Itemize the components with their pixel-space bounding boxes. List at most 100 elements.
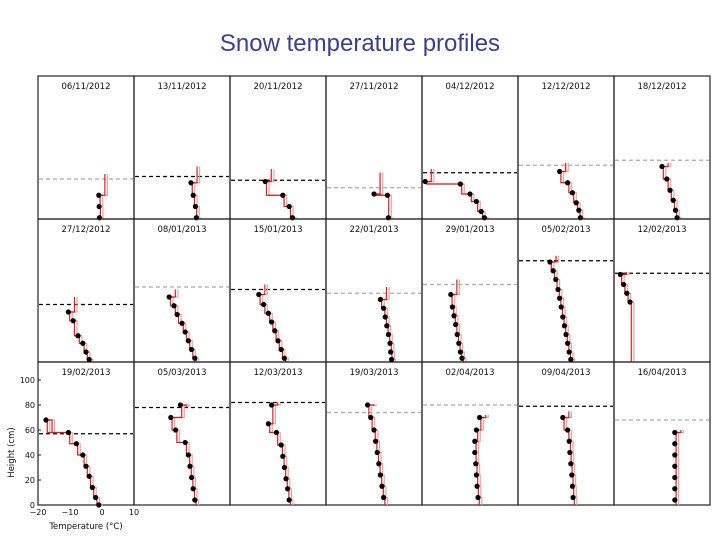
observed-point bbox=[373, 438, 379, 444]
panel: 12/03/2013 bbox=[229, 361, 327, 506]
panel: 12/12/2012 bbox=[517, 75, 615, 221]
observed-point bbox=[377, 472, 383, 478]
observed-point bbox=[459, 355, 465, 361]
panel: 27/12/2012 bbox=[37, 218, 135, 363]
observed-point bbox=[379, 483, 385, 489]
observed-point bbox=[451, 313, 457, 319]
observed-point bbox=[286, 203, 292, 210]
panel-frame bbox=[133, 218, 231, 363]
observed-point bbox=[667, 187, 673, 193]
observed-point bbox=[96, 502, 102, 508]
panel-frame bbox=[613, 75, 711, 220]
observed-point bbox=[473, 198, 479, 205]
observed-point bbox=[286, 497, 292, 503]
panel-frame bbox=[421, 218, 519, 363]
observed-point bbox=[261, 301, 267, 308]
observed-point bbox=[561, 323, 568, 329]
observed-point bbox=[256, 291, 262, 298]
sim-profile-line-2 bbox=[454, 279, 467, 362]
observed-point bbox=[192, 497, 198, 503]
observed-point bbox=[265, 310, 271, 316]
observed-point bbox=[168, 414, 174, 421]
observed-point bbox=[474, 483, 480, 489]
panel: 13/11/2012 bbox=[133, 75, 231, 221]
observed-point bbox=[670, 197, 676, 203]
observed-point bbox=[185, 338, 191, 344]
panel-date-label: 20/11/2012 bbox=[254, 82, 303, 92]
observed-point bbox=[422, 178, 428, 185]
observed-point bbox=[672, 207, 679, 213]
panel-frame bbox=[325, 218, 423, 363]
observed-point bbox=[472, 449, 478, 456]
sim-profile-line-2 bbox=[678, 430, 685, 505]
observed-point bbox=[374, 449, 380, 456]
y-axis-label: Height (cm) bbox=[7, 427, 17, 477]
panel-frame bbox=[517, 361, 615, 506]
observed-point bbox=[453, 321, 459, 328]
observed-point bbox=[86, 473, 92, 479]
panel-frame bbox=[517, 218, 615, 363]
sim-profile-line-2 bbox=[262, 284, 289, 362]
panel: 09/04/2013 bbox=[517, 361, 615, 506]
observed-point bbox=[377, 296, 383, 303]
panel-frame bbox=[325, 361, 423, 506]
observed-point bbox=[188, 180, 194, 186]
observed-point bbox=[173, 427, 179, 433]
observed-point bbox=[569, 472, 575, 478]
observed-point bbox=[621, 281, 627, 288]
observed-point bbox=[569, 190, 576, 196]
observed-point bbox=[278, 346, 284, 353]
observed-point bbox=[475, 494, 481, 501]
observed-point bbox=[565, 180, 571, 186]
observed-point bbox=[280, 453, 286, 459]
sim-profile-line bbox=[425, 169, 487, 219]
observed-point bbox=[171, 303, 177, 309]
panel-frame bbox=[517, 75, 615, 220]
panel-date-label: 13/11/2012 bbox=[158, 82, 207, 92]
observed-point bbox=[672, 474, 678, 481]
panel-date-label: 06/11/2012 bbox=[62, 82, 111, 92]
observed-point bbox=[449, 304, 455, 310]
sim-profile-line-2 bbox=[271, 402, 294, 505]
observed-point bbox=[192, 203, 199, 210]
observed-point bbox=[467, 191, 473, 197]
sim-profile-line bbox=[46, 419, 101, 506]
observed-point bbox=[83, 463, 89, 469]
observed-point bbox=[275, 338, 281, 344]
observed-point bbox=[473, 472, 479, 478]
panel-date-label: 02/04/2013 bbox=[446, 368, 495, 378]
observed-point bbox=[573, 200, 579, 206]
observed-point bbox=[177, 402, 183, 408]
observed-point bbox=[179, 320, 185, 326]
panel: 18/12/2012 bbox=[613, 75, 711, 221]
observed-point bbox=[388, 349, 394, 355]
panel: 22/01/2013 bbox=[325, 218, 423, 363]
observed-point bbox=[80, 452, 86, 458]
observed-point bbox=[96, 192, 102, 198]
y-tick-label: 60 bbox=[25, 426, 35, 435]
observed-point bbox=[182, 329, 188, 335]
observed-point bbox=[269, 319, 275, 325]
panel-date-label: 16/04/2013 bbox=[638, 368, 687, 378]
observed-point bbox=[65, 309, 71, 315]
observed-point bbox=[456, 340, 462, 346]
observed-point bbox=[384, 323, 390, 329]
panel: 04/12/2012 bbox=[421, 75, 519, 221]
observed-point bbox=[269, 402, 275, 408]
panel-frame bbox=[325, 75, 423, 220]
observed-point bbox=[190, 486, 196, 492]
observed-point bbox=[560, 314, 566, 320]
observed-point bbox=[565, 427, 571, 433]
observed-point bbox=[569, 483, 576, 489]
observed-point bbox=[96, 203, 102, 210]
panel: 02/04/2013 bbox=[421, 361, 519, 506]
y-tick-label: 40 bbox=[25, 451, 35, 460]
y-tick-label: 0 bbox=[30, 501, 35, 510]
panel-frame bbox=[613, 361, 711, 506]
observed-point bbox=[568, 356, 574, 363]
observed-point bbox=[189, 346, 195, 353]
panel-date-label: 12/03/2013 bbox=[254, 368, 303, 378]
observed-point bbox=[43, 417, 49, 423]
panel-date-label: 12/02/2013 bbox=[638, 225, 687, 235]
